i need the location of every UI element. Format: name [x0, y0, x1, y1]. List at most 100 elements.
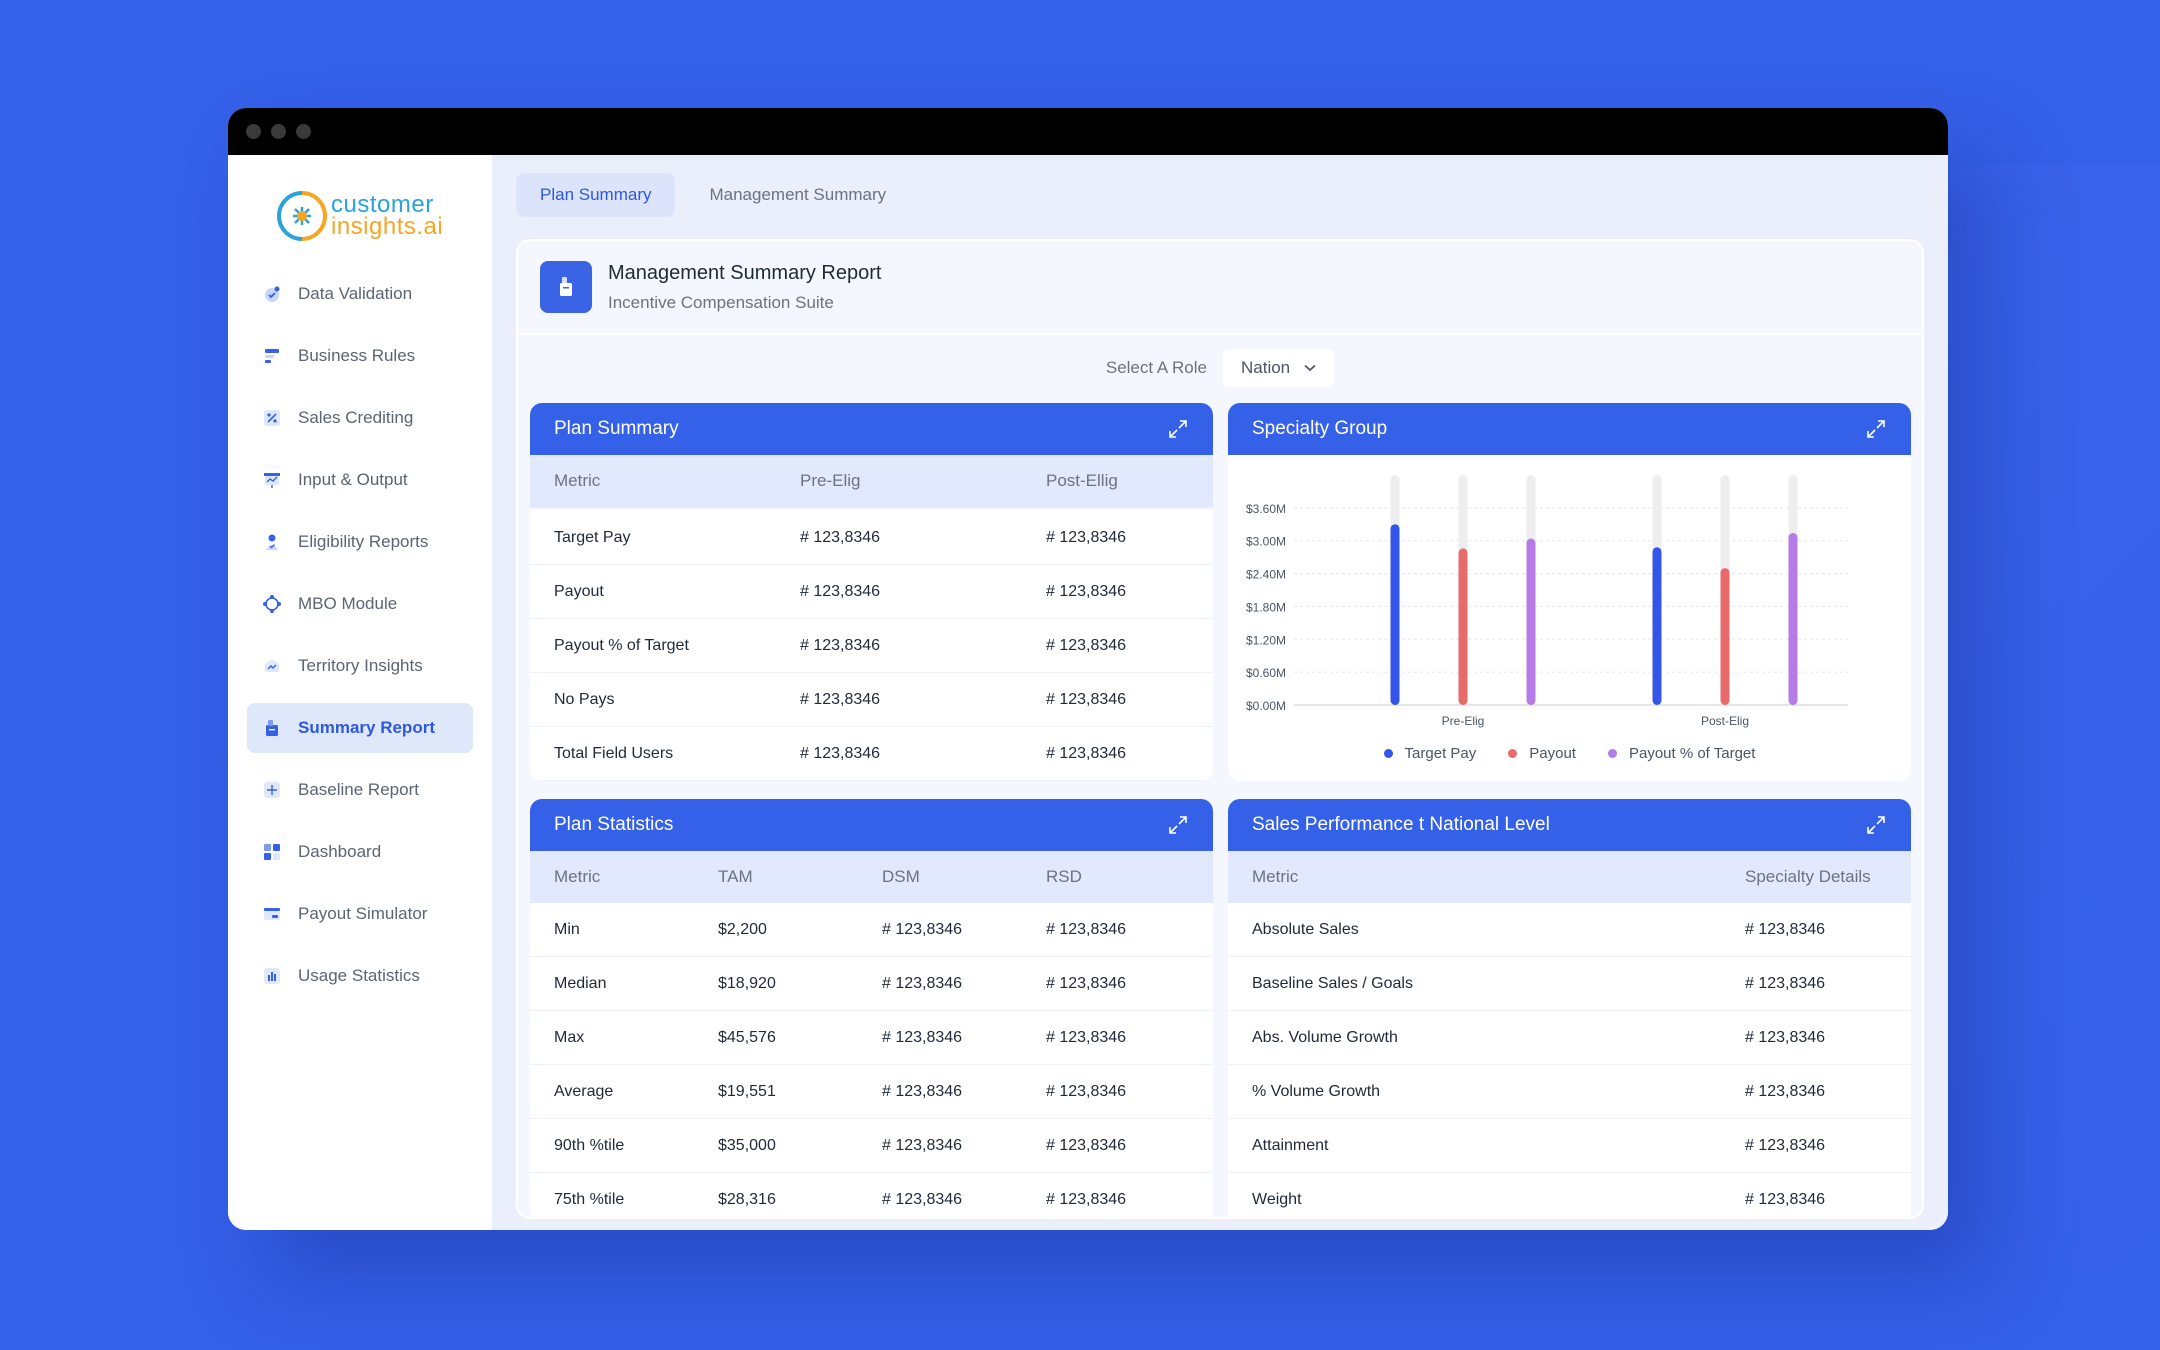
- sidebar: customer insights.ai Data Validation Busi…: [228, 155, 492, 1230]
- value-cell: # 123,8346: [1046, 1028, 1127, 1046]
- metric-cell: Median: [554, 974, 607, 992]
- window-close-dot[interactable]: [246, 124, 261, 139]
- value-cell: # 123,8346: [882, 1028, 963, 1046]
- legend-label: Payout: [1529, 745, 1576, 762]
- y-tick-label: $3.00M: [1246, 535, 1286, 549]
- metric-cell: Target Pay: [554, 528, 631, 546]
- sidebar-item-baseline-report[interactable]: Baseline Report: [247, 765, 473, 815]
- bar-chart-icon: [262, 966, 282, 986]
- check-circle-icon: [262, 284, 282, 304]
- sidebar-item-label: Summary Report: [298, 718, 435, 737]
- network-icon: [262, 594, 282, 614]
- table-row: Absolute Sales # 123,8346: [1228, 903, 1911, 957]
- sidebar-item-label: Baseline Report: [298, 780, 419, 799]
- column-header: RSD: [1046, 867, 1082, 886]
- table-row: % Volume Growth # 123,8346: [1228, 1065, 1911, 1119]
- column-header: Metric: [554, 471, 601, 490]
- app-window: customer insights.ai Data Validation Busi…: [228, 108, 1948, 1230]
- value-cell: # 123,8346: [1745, 1190, 1826, 1208]
- metric-cell: Abs. Volume Growth: [1252, 1028, 1398, 1046]
- sidebar-item-data-validation[interactable]: Data Validation: [247, 269, 473, 319]
- bar-target-pay-post-elig[interactable]: [1652, 547, 1662, 705]
- plan-statistics-header-row: Metric TAM DSM RSD: [530, 851, 1213, 903]
- logo-text-line1: customer: [331, 191, 434, 218]
- bar-payout-post-elig[interactable]: [1720, 568, 1730, 705]
- bar-payout-pre-elig[interactable]: [1458, 548, 1468, 705]
- value-cell: # 123,8346: [1046, 1190, 1127, 1208]
- report-header: Management Summary Report Incentive Comp…: [518, 241, 1922, 335]
- legend-item[interactable]: Payout % of Target: [1607, 745, 1755, 762]
- report-panel: Management Summary Report Incentive Comp…: [516, 239, 1924, 1219]
- logo-text-line2: insights.ai: [331, 213, 444, 240]
- sales-performance-title: Sales Performance t National Level: [1252, 814, 1550, 835]
- chart-legend: Target Pay Payout Payout % of Target: [1228, 745, 1911, 762]
- table-row: Payout # 123,8346 # 123,8346: [530, 565, 1213, 619]
- table-row: Total Field Users # 123,8346 # 123,8346: [530, 727, 1213, 781]
- bar-target-pay-pre-elig[interactable]: [1390, 524, 1400, 705]
- x-tick-label: Pre-Elig: [1442, 714, 1485, 728]
- value-cell: # 123,8346: [1046, 974, 1127, 992]
- sidebar-item-usage-statistics[interactable]: Usage Statistics: [247, 951, 473, 1001]
- table-row: Weight # 123,8346: [1228, 1173, 1911, 1217]
- expand-icon[interactable]: [1865, 418, 1887, 440]
- sidebar-item-dashboard[interactable]: Dashboard: [247, 827, 473, 877]
- value-cell: $28,316: [718, 1190, 776, 1208]
- role-dropdown[interactable]: Nation: [1222, 349, 1335, 387]
- bar-payout-of-target-post-elig[interactable]: [1788, 533, 1798, 705]
- tab-plan-summary[interactable]: Plan Summary: [516, 173, 676, 217]
- sidebar-item-sales-crediting[interactable]: Sales Crediting: [247, 393, 473, 443]
- expand-icon[interactable]: [1167, 418, 1189, 440]
- window-minimize-dot[interactable]: [271, 124, 286, 139]
- value-cell: # 123,8346: [800, 690, 881, 708]
- y-tick-label: $1.20M: [1246, 633, 1286, 647]
- plan-summary-card: Plan Summary Metric Pre-Elig Post-Ellig …: [530, 403, 1213, 781]
- window-maximize-dot[interactable]: [296, 124, 311, 139]
- value-cell: # 123,8346: [1745, 920, 1826, 938]
- sidebar-item-territory-insights[interactable]: Territory Insights: [247, 641, 473, 691]
- tab-bar: Plan Summary Management Summary: [516, 173, 1924, 217]
- report-title: Management Summary Report: [608, 261, 882, 284]
- sidebar-item-mbo-module[interactable]: MBO Module: [247, 579, 473, 629]
- sidebar-item-eligibility-reports[interactable]: Eligibility Reports: [247, 517, 473, 567]
- column-header: Post-Ellig: [1046, 471, 1118, 490]
- metric-cell: Average: [554, 1082, 614, 1100]
- sidebar-item-label: Data Validation: [298, 284, 413, 303]
- sidebar-item-business-rules[interactable]: Business Rules: [247, 331, 473, 381]
- value-cell: # 123,8346: [1046, 582, 1127, 600]
- metric-cell: Attainment: [1252, 1136, 1329, 1154]
- user-check-icon: [262, 532, 282, 552]
- role-label: Select A Role: [1105, 358, 1207, 377]
- tab-management-summary[interactable]: Management Summary: [709, 185, 887, 204]
- background-shadow: [1945, 165, 2160, 1350]
- value-cell: # 123,8346: [1046, 744, 1127, 762]
- plan-statistics-card: Plan Statistics Metric TAM DSM RSD Min $2…: [530, 799, 1213, 1217]
- sidebar-item-label: MBO Module: [298, 594, 398, 613]
- bar-payout-of-target-pre-elig[interactable]: [1526, 538, 1536, 705]
- table-row: 75th %tile $28,316 # 123,8346 # 123,8346: [530, 1173, 1213, 1217]
- rules-icon: [262, 346, 282, 366]
- sidebar-item-label: Payout Simulator: [298, 904, 428, 923]
- legend-item[interactable]: Payout: [1508, 745, 1576, 762]
- legend-item[interactable]: Target Pay: [1383, 745, 1476, 762]
- sidebar-item-label: Sales Crediting: [298, 408, 414, 427]
- table-row: Max $45,576 # 123,8346 # 123,8346: [530, 1011, 1213, 1065]
- expand-icon[interactable]: [1167, 814, 1189, 836]
- plan-statistics-title: Plan Statistics: [554, 814, 674, 835]
- expand-icon[interactable]: [1865, 814, 1887, 836]
- territory-icon: [262, 656, 282, 676]
- sidebar-item-input-output[interactable]: Input & Output: [247, 455, 473, 505]
- logo[interactable]: customer insights.ai: [228, 155, 492, 255]
- table-row: Average $19,551 # 123,8346 # 123,8346: [530, 1065, 1213, 1119]
- sidebar-item-label: Eligibility Reports: [298, 532, 429, 551]
- metric-cell: Payout % of Target: [554, 636, 689, 654]
- column-header: Pre-Elig: [800, 471, 861, 490]
- sidebar-item-payout-simulator[interactable]: Payout Simulator: [247, 889, 473, 939]
- metric-cell: Min: [554, 920, 580, 938]
- y-tick-label: $0.00M: [1246, 699, 1286, 713]
- x-tick-label: Post-Elig: [1701, 714, 1749, 728]
- metric-cell: Baseline Sales / Goals: [1252, 974, 1413, 992]
- value-cell: $35,000: [718, 1136, 776, 1154]
- metric-cell: Max: [554, 1028, 585, 1046]
- column-header: Specialty Details: [1745, 867, 1871, 886]
- sidebar-item-summary-report[interactable]: Summary Report: [247, 703, 473, 753]
